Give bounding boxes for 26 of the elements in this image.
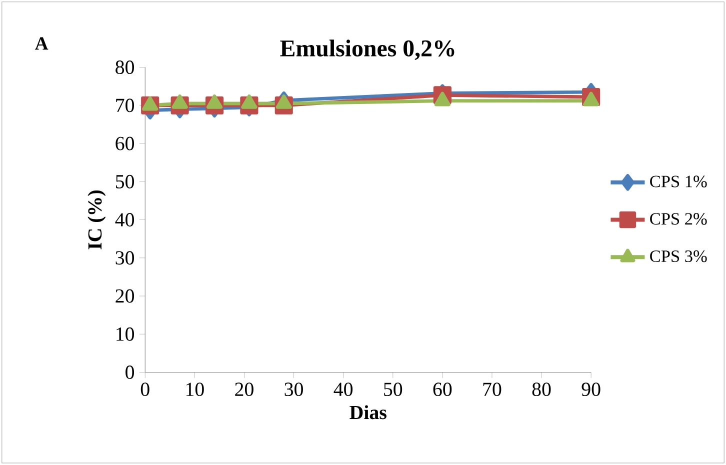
- x-tick-label: 40: [334, 382, 353, 396]
- legend-label: CPS 1%: [650, 176, 707, 188]
- y-tick-label: 10: [116, 327, 134, 341]
- x-tick-label: 70: [483, 382, 502, 396]
- x-tick-label: 60: [433, 382, 452, 396]
- x-tick-label: 80: [532, 382, 551, 396]
- text: A: [35, 37, 48, 50]
- chart-title: Emulsiones 0,2%: [280, 40, 454, 60]
- x-tick-label: 90: [582, 382, 600, 396]
- x-tick-label: 10: [186, 382, 204, 396]
- y-tick-label: 20: [116, 289, 134, 303]
- legend-label: CPS 2%: [650, 213, 707, 225]
- y-tick-label: 70: [116, 98, 134, 112]
- x-tick-label: 50: [384, 382, 402, 396]
- x-axis-title: Dias: [350, 405, 386, 420]
- y-tick-label: 0: [126, 366, 134, 380]
- y-tick-label: 50: [116, 175, 134, 188]
- legend-label: CPS 3%: [650, 250, 707, 262]
- y-tick-label: 40: [115, 213, 134, 227]
- x-tick-label: 20: [235, 382, 254, 396]
- y-tick-label: 30: [116, 251, 134, 265]
- x-tick-label: 0: [140, 382, 150, 396]
- y-axis-title: IC (%): [88, 190, 106, 250]
- x-tick-label: 30: [284, 382, 303, 396]
- y-tick-label: 80: [116, 60, 134, 74]
- y-tick-label: 60: [116, 136, 134, 150]
